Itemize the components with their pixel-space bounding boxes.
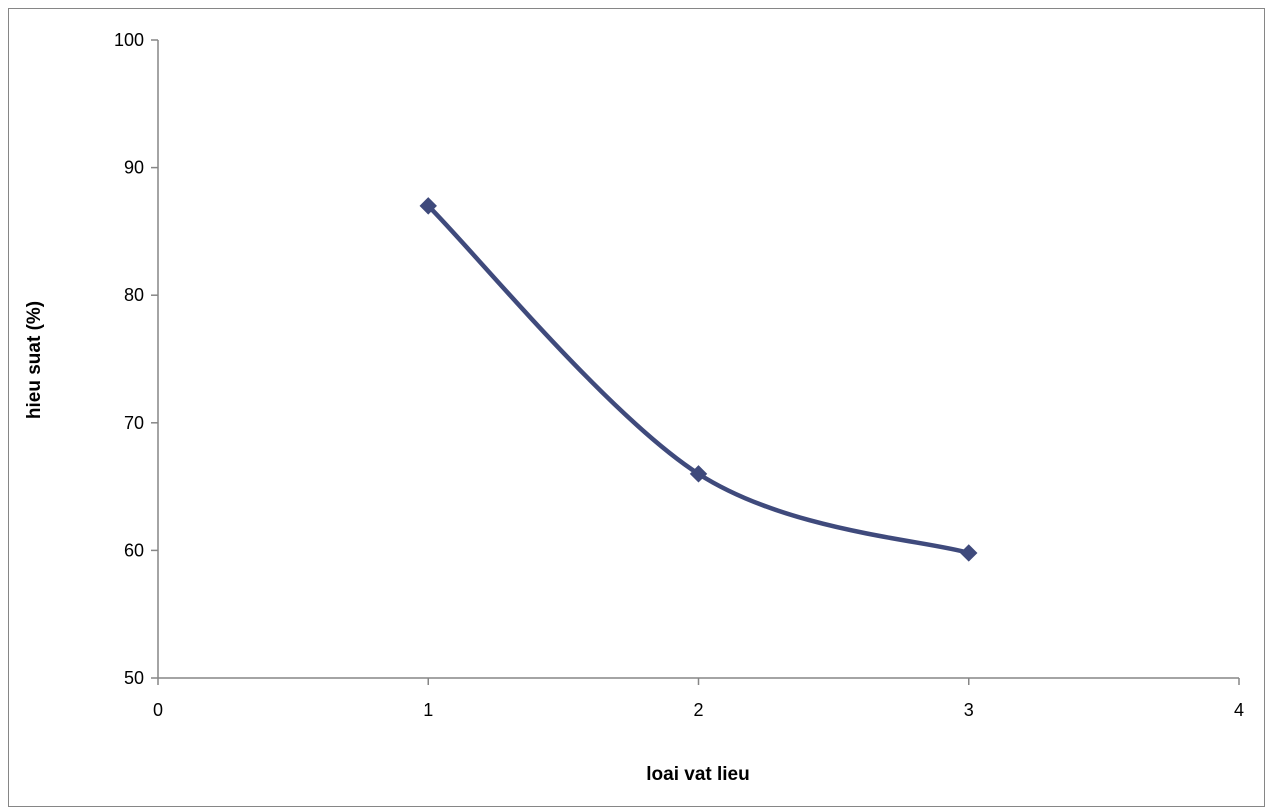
y-tick-label: 80 [124, 285, 144, 305]
x-tick-label: 1 [423, 700, 433, 720]
x-tick-label: 4 [1234, 700, 1244, 720]
series-group [419, 197, 978, 562]
y-tick-label: 100 [114, 30, 144, 50]
y-tick-label: 90 [124, 158, 144, 178]
data-point-marker [689, 465, 708, 483]
y-axis-label: hieu suat (%) [24, 301, 45, 419]
data-point-marker [419, 197, 437, 215]
x-tick-label: 2 [693, 700, 703, 720]
x-tick-label: 0 [153, 700, 163, 720]
x-axis-label: loai vat lieu [646, 764, 749, 785]
ticks: 50 60 70 80 90 100 0 1 2 3 4 [114, 30, 1244, 720]
series-line [426, 203, 971, 556]
axes [157, 40, 1239, 679]
chart-frame [8, 8, 1265, 807]
x-tick-label: 3 [964, 700, 974, 720]
y-tick-label: 70 [124, 413, 144, 433]
y-tick-label: 60 [124, 540, 144, 560]
y-tick-label: 50 [124, 668, 144, 688]
data-point-marker [960, 544, 978, 562]
